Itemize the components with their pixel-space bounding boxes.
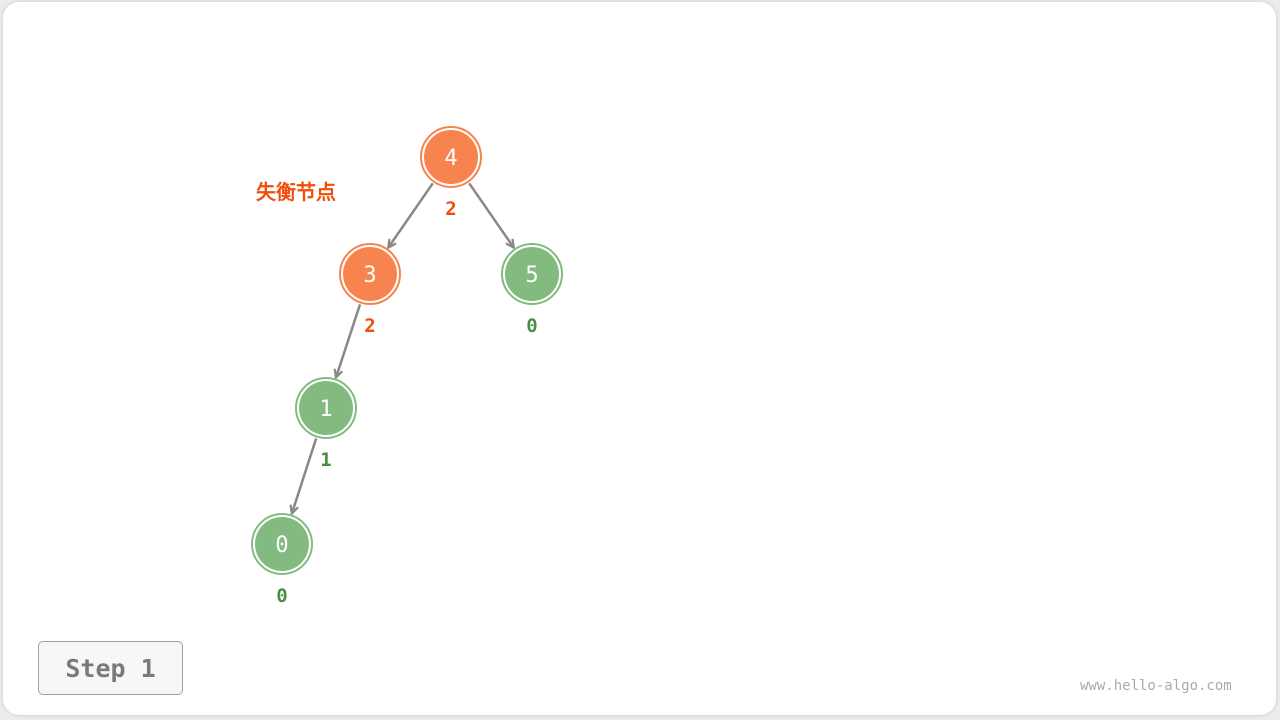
node-circle xyxy=(255,517,309,571)
node-value: 1 xyxy=(319,397,332,422)
node-height: 2 xyxy=(445,198,456,220)
edge-arrow xyxy=(389,182,434,247)
node-circle xyxy=(505,247,559,301)
edge-arrow xyxy=(336,304,362,376)
tree-node: 00 xyxy=(251,513,313,607)
unbalanced-node-label: 失衡节点 xyxy=(256,180,336,204)
node-height: 2 xyxy=(364,315,375,337)
node-circle xyxy=(299,381,353,435)
step-button[interactable]: Step 1 xyxy=(38,641,183,695)
node-value: 4 xyxy=(444,146,457,171)
node-height: 0 xyxy=(276,585,287,607)
tree-node: 11 xyxy=(295,377,357,471)
tree-node: 50 xyxy=(501,243,563,337)
node-height: 1 xyxy=(320,449,331,471)
node-height: 0 xyxy=(526,315,537,337)
watermark: www.hello-algo.com xyxy=(1080,678,1232,694)
node-value: 0 xyxy=(275,533,288,558)
node-value: 3 xyxy=(363,263,376,288)
tree-node: 42 xyxy=(420,126,482,220)
edge-arrow xyxy=(292,438,318,512)
node-value: 5 xyxy=(525,263,538,288)
node-circle xyxy=(424,130,478,184)
edge-arrow xyxy=(468,182,513,247)
node-circle xyxy=(343,247,397,301)
tree-node: 32 xyxy=(339,243,401,337)
